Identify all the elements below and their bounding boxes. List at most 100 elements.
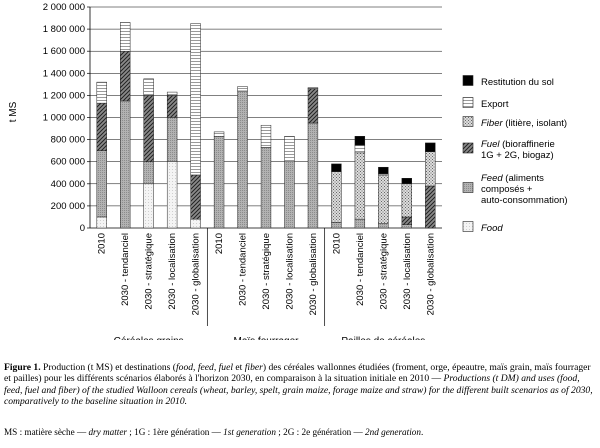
bar-segment-feed bbox=[166, 117, 178, 162]
bar-segment-feed bbox=[378, 223, 389, 229]
x-tick-label: 2030 - globalisation bbox=[425, 233, 436, 315]
stacked-bar-chart: 0 200 000 400 000 600 000 800 000 1 000 000 1 … bbox=[8, 2, 568, 340]
bar-segment-feed bbox=[237, 90, 248, 229]
bar-segment-feed bbox=[143, 161, 154, 185]
y-tick-label: 1 600 000 bbox=[43, 46, 85, 57]
abbrev-ms: MS : matière sèche — bbox=[4, 427, 89, 437]
caption-sep: et bbox=[233, 362, 245, 373]
bar-segment-fuel bbox=[166, 95, 178, 118]
legend-label: Fiber (litière, isolant) bbox=[481, 118, 567, 129]
bar-segment-feed bbox=[260, 147, 272, 229]
caption-sep: , bbox=[193, 362, 198, 373]
bar-segment-feed bbox=[284, 161, 295, 229]
abbrev-2g-en: 2nd generation bbox=[365, 427, 421, 437]
legend-label: Restitution du sol bbox=[481, 77, 554, 88]
y-tick-label: 800 000 bbox=[51, 135, 85, 146]
x-tick-label: 2030 - tendanciel bbox=[355, 233, 366, 306]
caption-text: Production (t MS) et destinations ( bbox=[43, 362, 176, 373]
bar-segment-restitution bbox=[401, 178, 412, 185]
y-tick-label: 1 800 000 bbox=[43, 24, 85, 35]
y-tick-label: 0 bbox=[80, 223, 85, 234]
x-tick-label: 2010 bbox=[214, 233, 225, 254]
figure-caption: Figure 1. Production (t MS) et destinati… bbox=[4, 362, 594, 408]
bar-segment-fiber bbox=[354, 152, 366, 220]
legend-label: Fuel (bioraffinerie bbox=[481, 139, 555, 150]
bar-segment-export bbox=[237, 86, 248, 92]
bar-segment-export bbox=[354, 144, 366, 154]
x-tick-label: 2030 - stratégique bbox=[261, 233, 272, 310]
caption-text: ) des céréales wallonnes étudiées (frome… bbox=[4, 362, 591, 385]
x-tick-label: 2030 - tendanciel bbox=[120, 233, 131, 306]
bar-segment-fuel bbox=[96, 102, 107, 151]
bar-segment-export bbox=[284, 136, 295, 162]
x-tick-labels: 2010 2030 - tendanciel 2030 - stratégique 2… bbox=[97, 233, 437, 315]
legend-swatch-feed bbox=[462, 182, 474, 193]
group-label: Pailles de céréales bbox=[341, 336, 425, 340]
abbrev-2g: ; 2G : 2e génération — bbox=[276, 427, 366, 437]
bar-segment-fuel bbox=[307, 88, 319, 124]
abbreviations-note: MS : matière sèche — dry matter ; 1G : 1… bbox=[4, 427, 594, 438]
bar-segment-restitution bbox=[354, 136, 366, 146]
legend-label: Export bbox=[481, 99, 509, 110]
bars bbox=[96, 22, 436, 229]
x-tick-label: 2030 - stratégique bbox=[144, 233, 155, 310]
bar-segment-fiber bbox=[401, 183, 412, 218]
bar-segment-export bbox=[307, 87, 319, 90]
bar-segment-fuel bbox=[401, 216, 412, 225]
caption-term-food: food bbox=[175, 362, 194, 373]
bar-segment-export bbox=[120, 22, 131, 52]
bar-segment-food bbox=[143, 183, 154, 229]
legend-swatch-restitution bbox=[462, 75, 474, 86]
caption-term-fuel: fuel bbox=[218, 362, 234, 373]
abbrev-1g: ; 1G : 1ère génération — bbox=[126, 427, 224, 437]
legend-swatch-food bbox=[462, 221, 474, 232]
bar-segment-feed bbox=[120, 100, 131, 229]
x-tick-label: 2030 - localisation bbox=[284, 233, 295, 310]
group-label: Maïs fourrager bbox=[233, 336, 299, 340]
caption-english: Productions (t DM) and uses (food, feed,… bbox=[4, 373, 593, 408]
figure-label: Figure 1. bbox=[4, 362, 41, 373]
bar-segment-export bbox=[213, 131, 225, 137]
bar-segment-fuel bbox=[143, 95, 154, 162]
legend-label: Feed (aliments bbox=[481, 173, 544, 184]
bar-segment-feed bbox=[307, 122, 319, 229]
x-tick-label: 2030 - tendanciel bbox=[238, 233, 249, 306]
legend-swatch-export bbox=[462, 97, 474, 108]
caption-sep: , bbox=[213, 362, 219, 373]
y-axis-label: t MS bbox=[8, 101, 19, 122]
y-tick-label: 200 000 bbox=[51, 201, 85, 212]
abbrev-end: . bbox=[420, 427, 424, 437]
group-label: Céréales grains bbox=[114, 336, 184, 340]
caption-term-feed: feed bbox=[197, 362, 214, 373]
legend-label: composés + bbox=[481, 184, 533, 195]
bar-segment-fiber bbox=[425, 151, 436, 187]
y-tick-label: 400 000 bbox=[51, 179, 85, 190]
x-tick-label: 2030 - localisation bbox=[402, 233, 413, 310]
bar-segment-export bbox=[260, 124, 272, 148]
bar-segment-export bbox=[143, 78, 154, 96]
legend-label: Food bbox=[481, 223, 503, 234]
legend: Restitution du sol Export Fiber (litière, … bbox=[462, 75, 568, 234]
group-labels: Céréales grains Maïs fourrager Pailles de … bbox=[114, 228, 425, 340]
legend-label: auto-consommation) bbox=[481, 195, 568, 206]
legend-swatch-fiber bbox=[462, 116, 474, 127]
bar-segment-food bbox=[96, 216, 107, 229]
x-tick-label: 2030 - globalisation bbox=[308, 233, 319, 315]
bar-segment-fiber bbox=[331, 171, 342, 223]
bar-segment-feed bbox=[331, 222, 342, 229]
x-tick-label: 2010 bbox=[331, 233, 342, 254]
abbrev-ms-en: dry matter bbox=[88, 427, 127, 437]
bar-segment-feed bbox=[354, 218, 366, 229]
y-tick-label: 1 000 000 bbox=[43, 113, 85, 124]
bar-segment-restitution bbox=[378, 166, 389, 175]
y-tick-label: 600 000 bbox=[51, 157, 85, 168]
x-tick-label: 2030 - globalisation bbox=[191, 233, 202, 315]
bar-segment-export bbox=[190, 23, 201, 176]
bar-segment-fuel bbox=[120, 50, 131, 102]
y-tick-label: 1 400 000 bbox=[43, 68, 85, 79]
bar-segment-fuel bbox=[190, 174, 201, 220]
bar-segment-restitution bbox=[425, 142, 436, 153]
bar-segment-feed bbox=[401, 224, 412, 229]
bar-segment-feed bbox=[213, 136, 225, 229]
x-tick-label: 2010 bbox=[97, 233, 108, 254]
